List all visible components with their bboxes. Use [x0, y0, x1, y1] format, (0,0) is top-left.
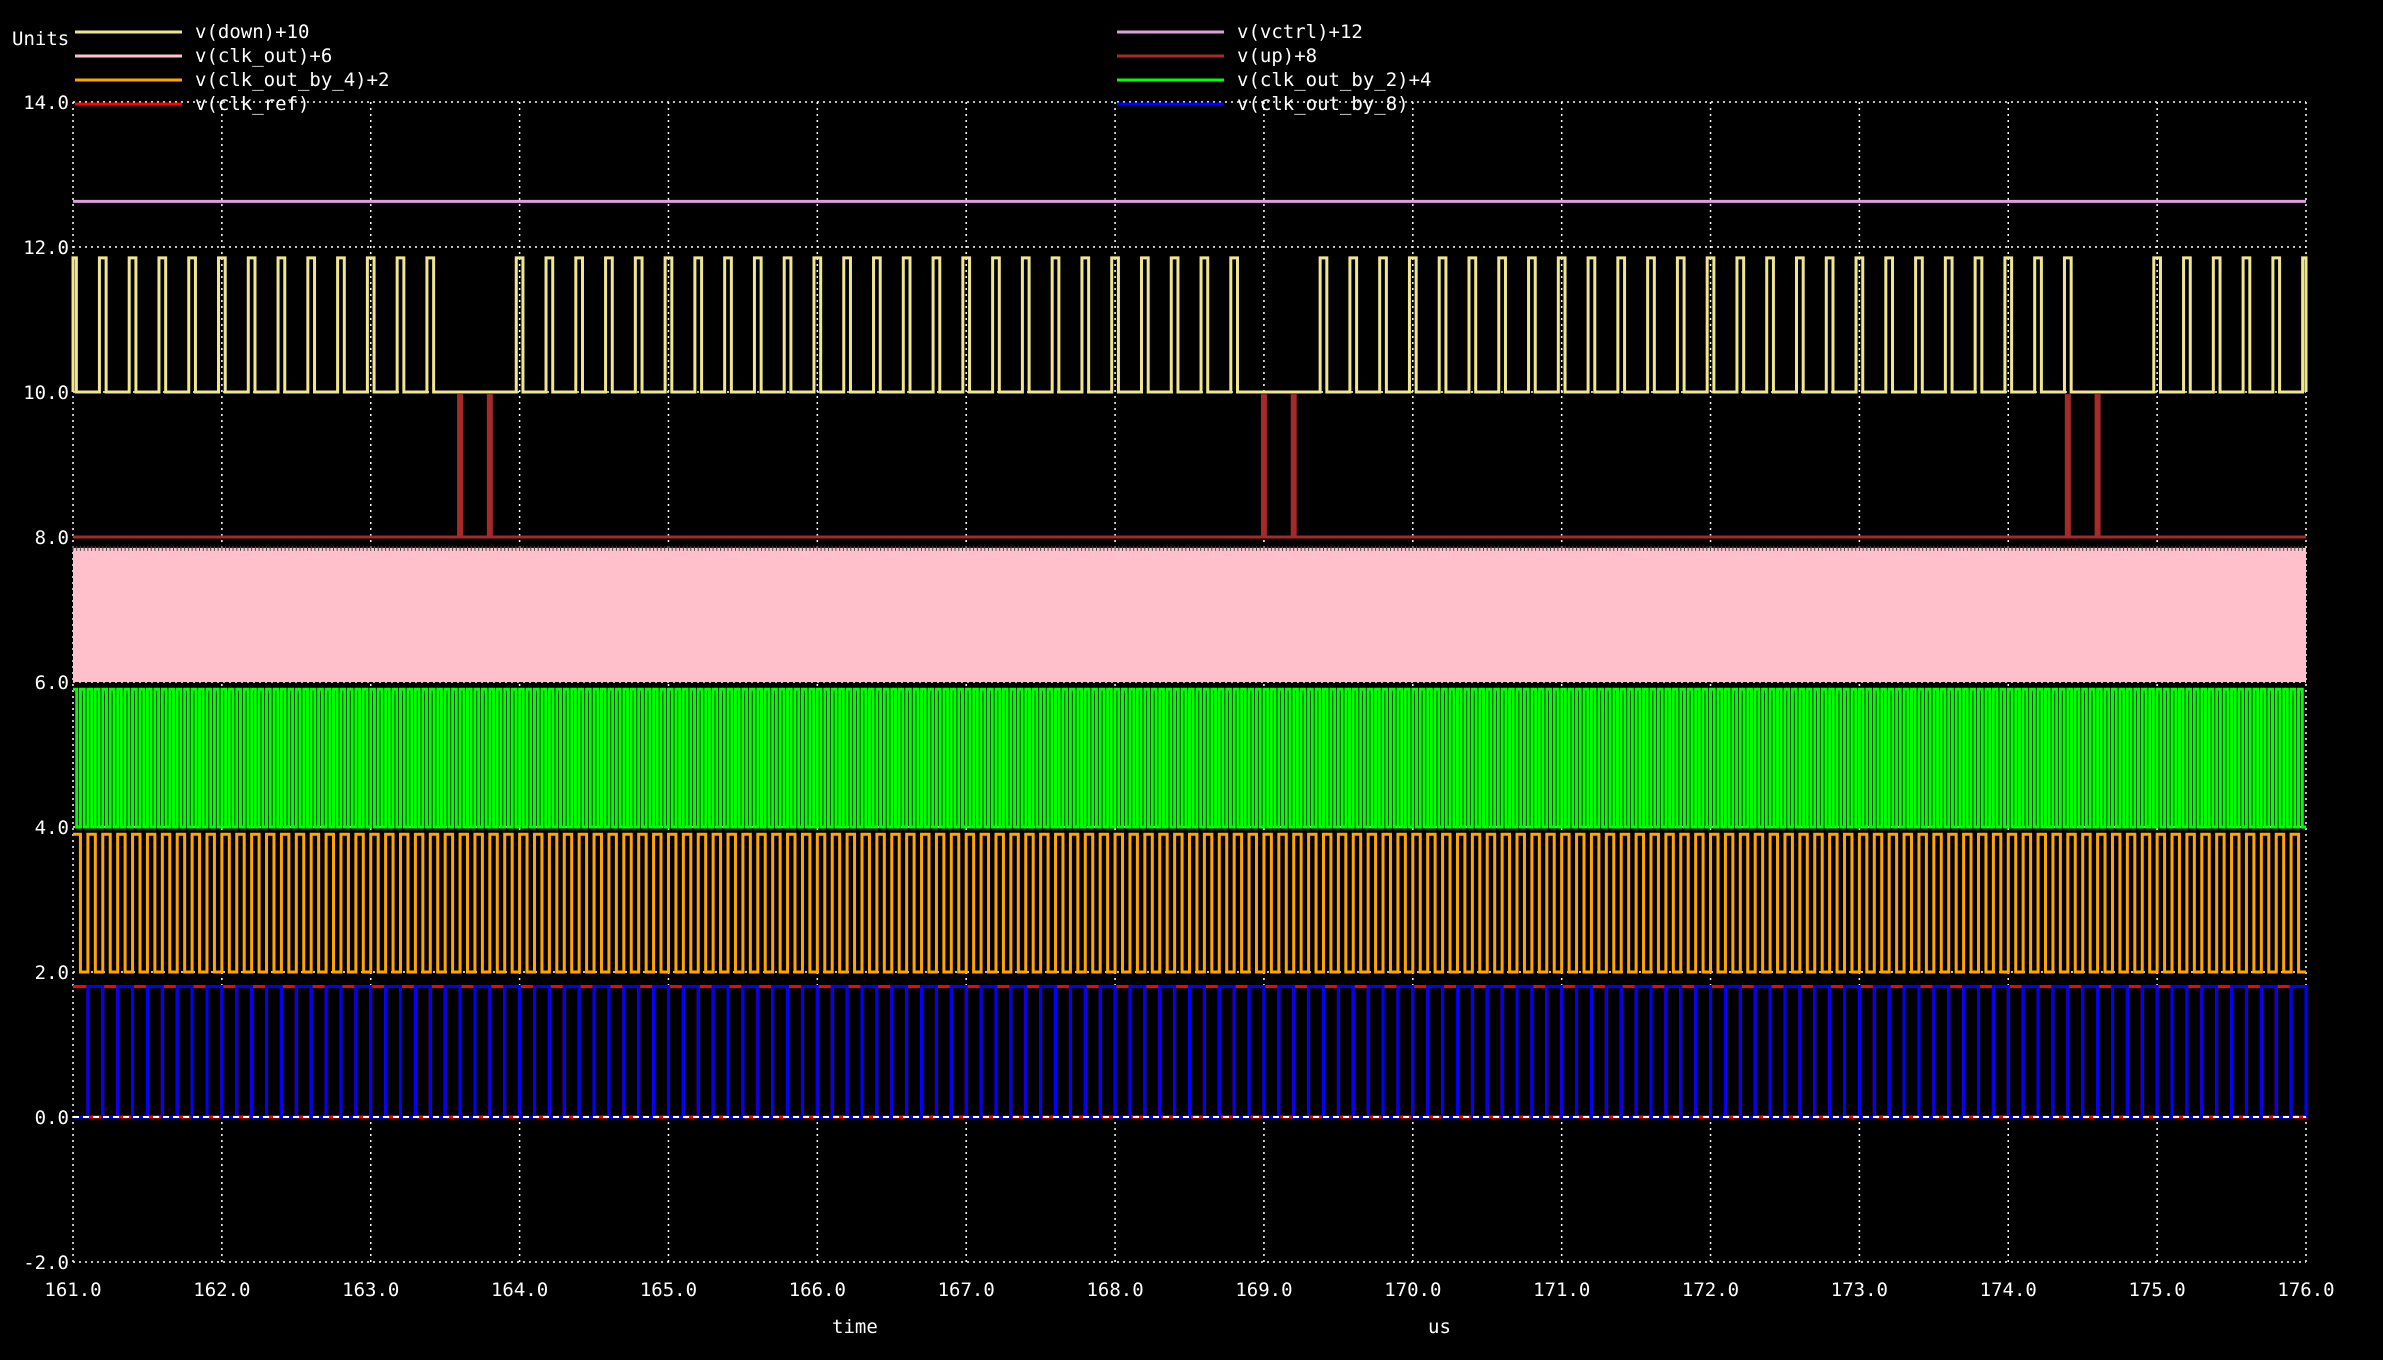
x-tick-label: 173.0 [1831, 1279, 1888, 1301]
legend-label: v(down)+10 [195, 21, 309, 43]
series-v-clk-out-by-2-4 [73, 687, 2306, 829]
series-v-clk-out-6 [73, 547, 2306, 682]
x-tick-label: 165.0 [640, 1279, 697, 1301]
x-tick-label: 162.0 [193, 1279, 250, 1301]
x-tick-label: 163.0 [342, 1279, 399, 1301]
x-tick-label: 172.0 [1682, 1279, 1739, 1301]
series-v-clk-out-6-edge [72, 545, 2303, 551]
series-v-clk-out-by-8 [73, 985, 2308, 1119]
y-tick-label: 10.0 [23, 382, 69, 404]
legend-label: v(clk_out)+6 [195, 45, 332, 67]
y-tick-label: 14.0 [23, 92, 69, 114]
x-tick-label: 167.0 [938, 1279, 995, 1301]
legend-label: v(vctrl)+12 [1237, 21, 1363, 43]
x-tick-label: 171.0 [1533, 1279, 1590, 1301]
series-v-up-8 [73, 394, 2306, 539]
y-axis-label: Units [12, 28, 69, 50]
series-v-down-10 [71, 256, 2308, 394]
x-tick-label: 174.0 [1980, 1279, 2037, 1301]
x-tick-label: 170.0 [1384, 1279, 1441, 1301]
series-layer [71, 199, 2308, 1119]
x-tick-label: 164.0 [491, 1279, 548, 1301]
x-axis-label: time [832, 1316, 878, 1338]
series-v-clk-out-by-4-2 [73, 832, 2306, 974]
legend-label: v(clk_out_by_8) [1237, 93, 1409, 115]
x-tick-label: 169.0 [1235, 1279, 1292, 1301]
legend: v(down)+10 v(vctrl)+12 v(clk_out)+6 v(up)+8… [75, 21, 1431, 115]
y-tick-label: 0.0 [35, 1107, 69, 1129]
x-tick-label: 175.0 [2129, 1279, 2186, 1301]
x-tick-label: 168.0 [1086, 1279, 1143, 1301]
legend-label: v(clk_out_by_2)+4 [1237, 69, 1431, 91]
y-tick-label: 2.0 [35, 962, 69, 984]
y-tick-label: 4.0 [35, 817, 69, 839]
x-axis-unit: us [1428, 1316, 1451, 1338]
legend-label: v(up)+8 [1237, 45, 1317, 67]
x-tick-label: 166.0 [789, 1279, 846, 1301]
legend-label: v(clk_out_by_4)+2 [195, 69, 389, 91]
y-tick-label: 12.0 [23, 237, 69, 259]
y-tick-label: 6.0 [35, 672, 69, 694]
legend-label: v(clk_ref) [195, 93, 309, 115]
y-tick-label: -2.0 [23, 1252, 69, 1274]
x-tick-label: 161.0 [44, 1279, 101, 1301]
y-tick-label: 8.0 [35, 527, 69, 549]
tick-labels: 161.0 162.0 163.0 164.0 165.0 166.0 167.0 168.0… [23, 92, 2334, 1301]
x-tick-label: 176.0 [2277, 1279, 2334, 1301]
